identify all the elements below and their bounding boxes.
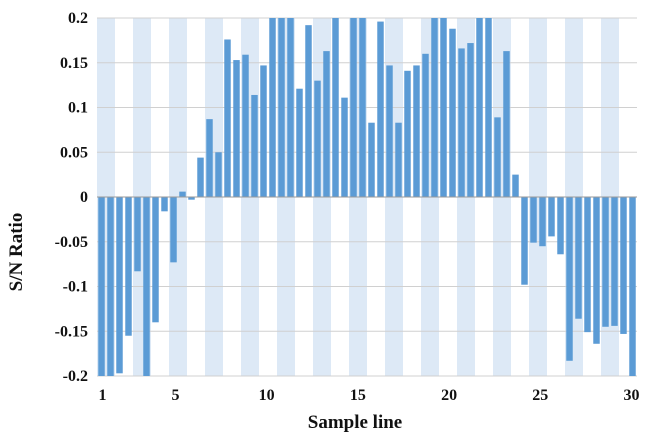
bar: [611, 197, 618, 326]
bar: [467, 43, 474, 198]
x-tick-label: 25: [532, 387, 548, 404]
bar: [512, 174, 519, 197]
bar: [530, 197, 537, 243]
x-tick-label: 15: [350, 387, 366, 404]
bar: [260, 65, 267, 197]
bar: [386, 65, 393, 197]
y-tick-label: -0.2: [63, 368, 88, 385]
bar: [188, 197, 195, 200]
bar: [107, 197, 114, 376]
bar: [521, 197, 528, 285]
bar: [350, 18, 357, 197]
y-tick-label: 0: [80, 189, 88, 206]
bars: [98, 18, 636, 376]
bar: [341, 97, 348, 197]
bar: [359, 18, 366, 197]
y-tick-label: 0.2: [68, 10, 88, 27]
y-tick-label: -0.15: [55, 323, 88, 340]
bar: [377, 21, 384, 197]
bar: [584, 197, 591, 333]
y-tick-label: -0.1: [63, 279, 88, 296]
bar: [602, 197, 609, 327]
bar: [197, 157, 204, 197]
bar: [476, 18, 483, 197]
bar: [161, 197, 168, 212]
bar: [116, 197, 123, 374]
bar: [620, 197, 627, 334]
y-axis-title: S/N Ratio: [6, 213, 27, 292]
bar: [539, 197, 546, 247]
bar: [485, 18, 492, 197]
bar: [368, 122, 375, 197]
x-tick-label: 1: [98, 387, 106, 404]
bar: [494, 117, 501, 197]
bar: [170, 197, 177, 263]
bar: [206, 119, 213, 197]
x-tick-label: 5: [171, 387, 179, 404]
bar: [98, 197, 105, 376]
bar: [152, 197, 159, 323]
bar: [449, 28, 456, 197]
bar: [566, 197, 573, 361]
bar: [242, 54, 249, 197]
x-tick-label: 20: [441, 387, 457, 404]
bar: [323, 51, 330, 197]
bar: [296, 88, 303, 197]
bar: [422, 53, 429, 197]
bar: [233, 60, 240, 197]
bar: [278, 18, 285, 197]
bar: [251, 94, 258, 197]
x-tick-label: 30: [624, 387, 640, 404]
bar: [215, 152, 222, 197]
bar: [395, 122, 402, 197]
y-tick-label: 0.05: [60, 144, 88, 161]
bar: [458, 48, 465, 198]
y-tick-label: 0.1: [68, 100, 88, 117]
bar: [314, 80, 321, 197]
bar: [332, 18, 339, 197]
bar: [440, 18, 447, 197]
x-tick-labels: 1 5 10 15 20 25 30: [98, 387, 639, 404]
bar: [404, 70, 411, 197]
bar: [269, 18, 276, 197]
y-tick-label: 0.15: [60, 55, 88, 72]
bar: [431, 18, 438, 197]
bar: [143, 197, 150, 376]
bar: [503, 51, 510, 197]
bar: [305, 25, 312, 197]
bar: [287, 18, 294, 197]
bar: [134, 197, 141, 272]
x-axis-title: Sample line: [308, 412, 402, 433]
bar: [224, 39, 231, 198]
x-tick-label: 10: [259, 387, 275, 404]
bar: [557, 197, 564, 255]
bar: [629, 197, 636, 376]
bar: [125, 197, 132, 336]
bar: [575, 197, 582, 319]
bar: [179, 191, 186, 197]
y-tick-labels: 0.2 0.15 0.1 0.05 0 -0.05 -0.1 -0.15 -0.2: [55, 10, 88, 385]
bar: [548, 197, 555, 237]
y-tick-label: -0.05: [55, 234, 88, 251]
bar: [413, 65, 420, 197]
bar: [593, 197, 600, 344]
